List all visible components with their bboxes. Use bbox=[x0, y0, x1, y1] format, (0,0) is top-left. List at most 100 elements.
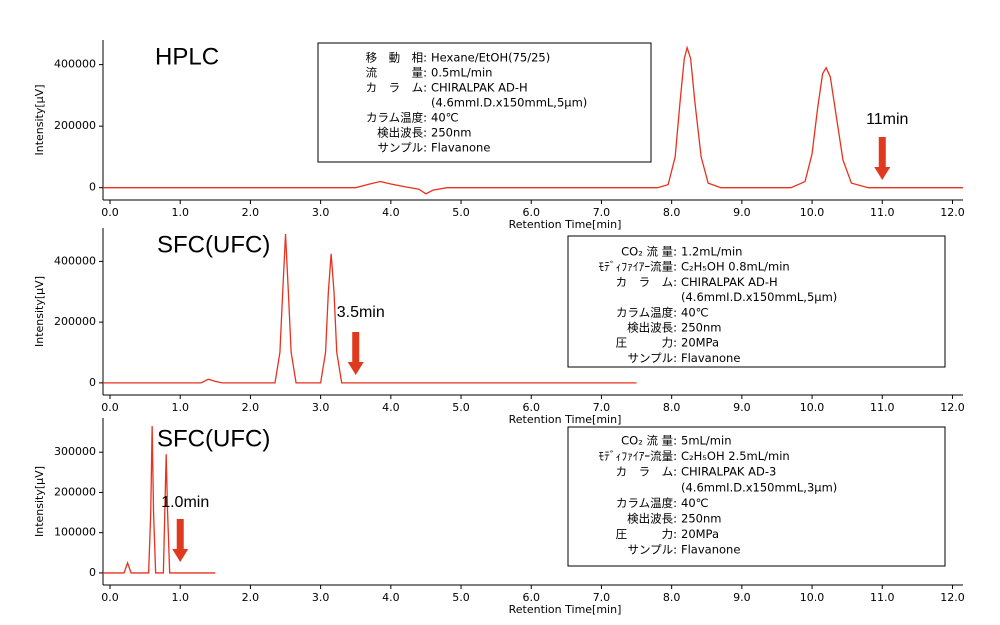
x-tick-label: 8.0 bbox=[663, 206, 681, 219]
y-tick-label: 200000 bbox=[54, 315, 96, 328]
x-tick-label: 8.0 bbox=[663, 401, 681, 414]
arrow-shaft bbox=[176, 519, 184, 550]
x-tick-label: 6.0 bbox=[522, 401, 540, 414]
chromatogram-trace bbox=[103, 234, 637, 384]
chromatogram-trace bbox=[103, 45, 963, 195]
condition-value: 5mL/min bbox=[681, 434, 732, 448]
condition-label: カラム温度: bbox=[616, 496, 677, 510]
x-tick-label: 1.0 bbox=[171, 591, 189, 604]
x-tick-label: 4.0 bbox=[382, 401, 400, 414]
y-tick-label: 0 bbox=[89, 181, 96, 194]
arrow-shaft bbox=[878, 137, 886, 168]
condition-label: カ ラ ム: bbox=[616, 465, 677, 479]
condition-label: ﾓﾃﾞｨﾌｧｲｱｰ流量: bbox=[598, 260, 677, 274]
arrow-head bbox=[172, 549, 189, 562]
annotation-label: 3.5min bbox=[337, 304, 385, 321]
x-tick-label: 9.0 bbox=[733, 206, 751, 219]
x-tick-label: 4.0 bbox=[382, 206, 400, 219]
condition-label: カ ラ ム: bbox=[366, 81, 427, 95]
condition-label: サンプル: bbox=[377, 141, 427, 155]
condition-value: (4.6mmI.D.x150mmL,5μm) bbox=[431, 96, 587, 110]
x-tick-label: 0.0 bbox=[101, 206, 119, 219]
condition-value: 250nm bbox=[431, 126, 471, 140]
annotation-arrow bbox=[874, 137, 891, 180]
y-tick-label: 0 bbox=[89, 376, 96, 389]
x-tick-label: 12.0 bbox=[940, 591, 965, 604]
condition-value: C₂H₅OH 2.5mL/min bbox=[681, 449, 790, 463]
condition-value: 40℃ bbox=[431, 111, 459, 125]
x-tick-label: 6.0 bbox=[522, 206, 540, 219]
y-axis-title: Intensity[μV] bbox=[33, 276, 46, 347]
x-tick-label: 8.0 bbox=[663, 591, 681, 604]
x-tick-label: 7.0 bbox=[593, 206, 611, 219]
x-tick-label: 0.0 bbox=[101, 401, 119, 414]
condition-value: 1.2mL/min bbox=[681, 245, 742, 259]
condition-value: CHIRALPAK AD-H bbox=[431, 81, 528, 95]
y-tick-label: 400000 bbox=[54, 58, 96, 71]
condition-value: 20MPa bbox=[681, 527, 719, 541]
panel-title: HPLC bbox=[155, 43, 219, 70]
condition-value: Flavanone bbox=[681, 351, 740, 365]
x-tick-label: 1.0 bbox=[171, 206, 189, 219]
x-tick-label: 11.0 bbox=[870, 206, 895, 219]
annotation-arrow bbox=[347, 332, 364, 375]
x-tick-label: 10.0 bbox=[800, 206, 825, 219]
x-tick-label: 5.0 bbox=[452, 401, 470, 414]
x-axis-title: Retention Time[min] bbox=[509, 218, 622, 231]
condition-label: カラム温度: bbox=[366, 111, 427, 125]
panel-title: SFC(UFC) bbox=[157, 231, 270, 258]
x-tick-label: 11.0 bbox=[870, 591, 895, 604]
condition-label: サンプル: bbox=[627, 543, 677, 557]
condition-value: 40℃ bbox=[681, 496, 709, 510]
y-tick-label: 400000 bbox=[54, 254, 96, 267]
condition-value: 250nm bbox=[681, 321, 721, 335]
x-tick-label: 7.0 bbox=[593, 591, 611, 604]
y-axis-title: Intensity[μV] bbox=[33, 85, 46, 156]
condition-label: 検出波長: bbox=[627, 321, 677, 335]
x-tick-label: 1.0 bbox=[171, 401, 189, 414]
condition-label: CO₂ 流 量: bbox=[621, 434, 677, 448]
x-tick-label: 2.0 bbox=[242, 401, 260, 414]
condition-value: 250nm bbox=[681, 512, 721, 526]
y-tick-label: 100000 bbox=[54, 526, 96, 539]
x-tick-label: 5.0 bbox=[452, 206, 470, 219]
condition-label: 圧 力: bbox=[616, 527, 677, 541]
x-axis-title: Retention Time[min] bbox=[509, 603, 622, 616]
x-tick-label: 2.0 bbox=[242, 591, 260, 604]
x-tick-label: 12.0 bbox=[940, 206, 965, 219]
x-tick-label: 6.0 bbox=[522, 591, 540, 604]
arrow-head bbox=[874, 167, 891, 180]
condition-value: CHIRALPAK AD-H bbox=[681, 275, 778, 289]
x-tick-label: 12.0 bbox=[940, 401, 965, 414]
condition-value: 40℃ bbox=[681, 305, 709, 319]
condition-label: サンプル: bbox=[627, 351, 677, 365]
condition-value: CHIRALPAK AD-3 bbox=[681, 465, 776, 479]
panel-title: SFC(UFC) bbox=[157, 425, 270, 452]
y-tick-label: 200000 bbox=[54, 119, 96, 132]
y-tick-label: 0 bbox=[89, 566, 96, 579]
condition-label: カ ラ ム: bbox=[616, 275, 677, 289]
condition-value: Flavanone bbox=[681, 543, 740, 557]
chromatogram-trace bbox=[103, 426, 216, 574]
condition-value: Hexane/EtOH(75/25) bbox=[431, 51, 550, 65]
annotation-arrow bbox=[172, 519, 189, 562]
condition-label: ﾓﾃﾞｨﾌｧｲｱｰ流量: bbox=[598, 449, 677, 463]
condition-value: C₂H₅OH 0.8mL/min bbox=[681, 260, 790, 274]
condition-box bbox=[567, 235, 946, 368]
y-tick-label: 200000 bbox=[54, 485, 96, 498]
annotation-label: 11min bbox=[866, 111, 908, 128]
condition-value: (4.6mmI.D.x150mmL,3μm) bbox=[681, 480, 837, 494]
condition-label: CO₂ 流 量: bbox=[621, 245, 677, 259]
x-tick-label: 0.0 bbox=[101, 591, 119, 604]
x-tick-label: 3.0 bbox=[312, 206, 330, 219]
condition-label: 圧 力: bbox=[616, 336, 677, 350]
x-tick-label: 10.0 bbox=[800, 401, 825, 414]
x-tick-label: 5.0 bbox=[452, 591, 470, 604]
condition-value: (4.6mmI.D.x150mmL,5μm) bbox=[681, 290, 837, 304]
arrow-shaft bbox=[352, 332, 360, 363]
x-tick-label: 3.0 bbox=[312, 591, 330, 604]
annotation-label: 1.0min bbox=[161, 494, 209, 511]
condition-value: 20MPa bbox=[681, 336, 719, 350]
x-tick-label: 2.0 bbox=[242, 206, 260, 219]
